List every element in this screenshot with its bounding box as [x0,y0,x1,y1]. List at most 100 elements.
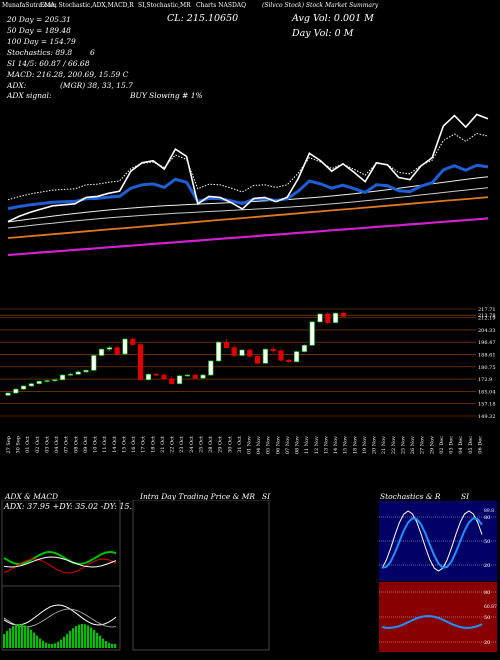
day-volume: Day Vol: 0 M [292,28,354,39]
header-exchange: Charts NASDAQ [196,2,247,9]
date-axis: 27 Sep 30 Sep 01 Oct 02 Oct 03 Oct 04 Oct 07 O… [6,436,483,454]
price-tick-label: 157.18 [478,402,496,408]
date-label: 21 Nov [381,436,387,454]
candle-body [13,388,19,394]
macd-bar [81,624,84,648]
macd-bar [96,632,99,648]
ema50-line [7,163,489,211]
candle-body [231,347,237,356]
si-value: 60.87 [484,604,497,610]
candle-body [59,374,66,381]
date-label: 14 Oct [112,436,118,453]
macd-bar [21,624,24,648]
date-label: 06 Nov [275,436,281,454]
price-tick-label: 217.71 [478,307,496,313]
si-label: SI 14/5: 60.87 / 66.68 [7,59,90,68]
stoch-panel-title: Stochastics & R [380,492,441,501]
candle-body [301,345,308,352]
candle-body [138,344,144,381]
price-tick-label: 212.19 [478,316,496,322]
macd-bar [24,625,27,648]
candle-body [145,373,152,381]
si-tick-50: 50 [484,615,490,621]
candle-body [286,359,292,363]
candle-body [239,349,245,356]
candle-body [169,378,175,384]
macd-bar [78,624,81,648]
date-label: 15 Oct [121,436,127,453]
date-label: 07 Oct [64,436,70,453]
si-tick-80: 80 [484,590,490,596]
macd-bar [60,639,63,648]
candle-body [270,348,276,352]
candle-body [20,385,27,390]
date-label: 27 Nov [420,436,426,454]
candle-body [216,341,222,362]
adx-panel-title: ADX & MACD [5,492,59,501]
candle-body [332,312,339,323]
adx-plus-line [3,550,117,566]
macd-bar [114,643,117,648]
candle-body [262,348,269,364]
ema100-label: 100 Day = 154.79 [7,37,76,46]
close-line [7,113,489,223]
adx-label: ADX: [7,81,27,90]
price-tick-label: 213.78 [478,313,496,319]
macd-bar [42,640,45,648]
price-tick-label: 188.61 [478,353,496,359]
close-price: CL: 215.10650 [167,13,239,24]
date-label: 31 Oct [237,436,243,453]
macd-bar [93,629,96,648]
macd-bar [9,628,12,648]
candle-body [184,374,191,377]
macd-bar [108,642,111,648]
date-label: 11 Oct [102,436,108,453]
stochastics-label: Stochastics: 89.8 [7,48,73,57]
date-label: 22 Nov [391,436,397,454]
candle-body [177,375,183,384]
macd-bar [72,628,75,648]
intraday-panel [132,500,270,651]
date-label: 01 Oct [25,436,31,453]
macd-bar [105,640,108,648]
date-label: 25 Nov [400,436,406,454]
candle-body [114,347,120,355]
date-label: 04 Dec [458,436,464,454]
macd-bar [6,631,9,648]
site-name: MunafaSutra.com [2,2,57,9]
header-indicators-1: EMA, Stochastic,ADX,MACD,R [40,2,134,9]
macd-bar [36,635,39,648]
date-label: 13 Nov [323,436,329,454]
macd-bar [111,643,114,648]
date-label: 17 Oct [141,436,147,453]
date-label: 11 Nov [304,436,310,454]
ema50-label: 50 Day = 189.48 [7,26,71,35]
date-label: 24 Oct [189,436,195,453]
si-number: 6 [90,48,95,57]
date-label: 06 Dec [477,436,483,454]
price-tick-label: 149.32 [478,414,496,420]
date-label: 08 Nov [295,436,301,454]
date-label: 07 Nov [285,436,291,454]
date-label: 05 Dec [468,436,474,454]
date-label: 08 Oct [73,436,79,453]
date-label: 03 Oct [44,436,50,453]
date-label: 18 Nov [352,436,358,454]
stoch-tick-20: 20 [484,563,490,569]
date-label: 10 Oct [93,436,99,453]
candle-body [52,379,58,382]
candle-body [67,373,73,376]
macd-histogram [3,624,117,648]
candle-body [153,373,159,376]
stochastics-panel: 80 50 20 89.8 [379,501,497,581]
date-label: 19 Nov [362,436,368,454]
price-tick-label: 165.04 [478,389,496,395]
date-label: 15 Nov [343,436,349,454]
mgr-label: (MGR) 38, 33, 15.7 [60,81,133,90]
date-label: 02 Oct [35,436,41,453]
date-label: 21 Oct [160,436,166,453]
ema20-line [7,132,489,201]
macd-bar [45,642,48,648]
price-tick-label: 204.33 [478,328,496,334]
adx-line [3,556,117,568]
